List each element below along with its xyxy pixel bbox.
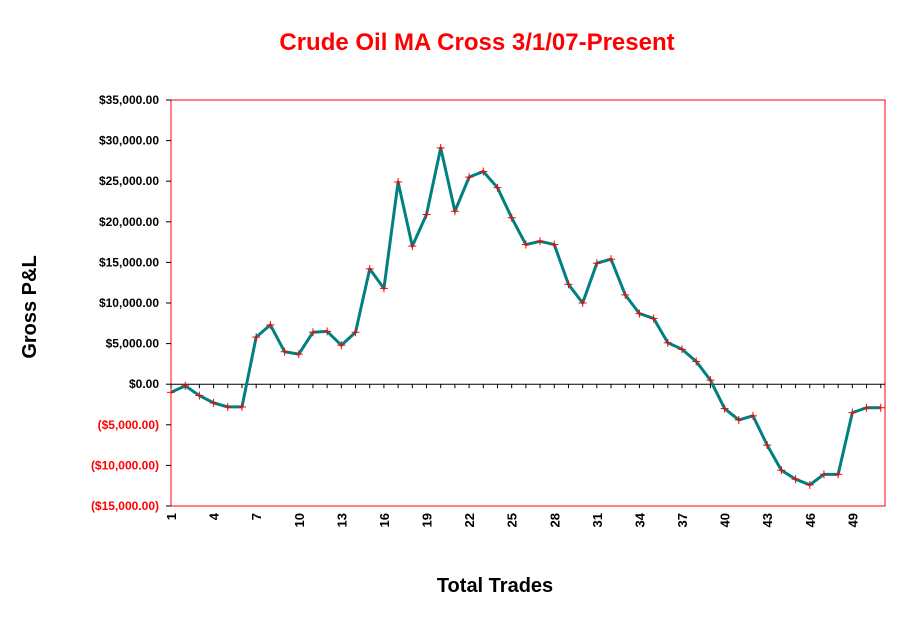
y-tick-label: ($5,000.00) xyxy=(98,418,159,432)
data-point-marker xyxy=(862,403,871,412)
data-point-marker xyxy=(834,470,843,479)
data-point-marker xyxy=(649,314,658,323)
data-point-marker xyxy=(621,290,630,299)
data-point-marker xyxy=(223,402,232,411)
data-point-marker xyxy=(294,350,303,359)
y-axis: ($15,000.00) ($10,000.00) ($5,000.00) $0.00… xyxy=(91,93,171,513)
data-point-marker xyxy=(564,280,573,289)
data-point-marker xyxy=(592,259,601,268)
data-point-marker xyxy=(635,309,644,318)
data-point-marker xyxy=(479,167,488,176)
x-axis-title: Total Trades xyxy=(437,575,553,597)
x-tick-label: 46 xyxy=(803,513,818,527)
data-point-marker xyxy=(422,210,431,219)
data-point-marker xyxy=(252,333,261,342)
data-point-marker xyxy=(678,345,687,354)
x-tick-label: 19 xyxy=(420,513,435,527)
data-point-marker xyxy=(167,388,175,397)
data-point-marker xyxy=(394,178,403,187)
series-line xyxy=(170,146,881,487)
data-point-marker xyxy=(209,398,218,407)
data-point-marker xyxy=(493,183,502,192)
y-tick-label: $20,000.00 xyxy=(99,215,159,229)
data-point-marker xyxy=(876,403,885,412)
x-tick-label: 34 xyxy=(632,512,647,527)
x-tick-label: 49 xyxy=(845,513,860,527)
y-tick-label: $0.00 xyxy=(129,377,159,391)
y-tick-label: $25,000.00 xyxy=(99,174,159,188)
data-point-marker xyxy=(450,207,459,216)
data-point-marker xyxy=(308,328,317,337)
y-tick-label: ($10,000.00) xyxy=(91,458,159,472)
data-point-marker xyxy=(379,284,388,293)
y-axis-title: Gross P&L xyxy=(19,255,41,358)
data-point-marker xyxy=(337,341,346,350)
x-tick-label: 43 xyxy=(760,513,775,527)
data-point-marker xyxy=(365,264,374,273)
y-tick-label: $30,000.00 xyxy=(99,134,159,148)
plot-area-frame xyxy=(170,99,886,507)
x-tick-label: 10 xyxy=(292,513,307,527)
data-point-marker xyxy=(408,242,417,251)
data-point-marker xyxy=(734,415,743,424)
y-tick-label: $15,000.00 xyxy=(99,255,159,269)
data-point-marker xyxy=(351,328,360,337)
data-point-marker xyxy=(266,320,275,329)
data-point-marker xyxy=(465,173,474,182)
data-point-marker xyxy=(819,470,828,479)
x-tick-label: 31 xyxy=(590,513,605,527)
data-point-marker xyxy=(507,213,516,222)
data-point-marker xyxy=(323,327,332,336)
x-tick-label: 25 xyxy=(505,513,520,527)
data-point-marker xyxy=(181,381,190,390)
data-point-marker xyxy=(663,338,672,347)
data-point-marker xyxy=(550,240,559,249)
x-tick-label: 28 xyxy=(547,513,562,527)
x-tick-label: 40 xyxy=(718,513,733,527)
data-point-marker xyxy=(777,466,786,475)
x-tick-label: 22 xyxy=(462,513,477,527)
data-point-marker xyxy=(720,404,729,413)
x-tick-label: 13 xyxy=(334,513,349,527)
data-point-marker xyxy=(195,391,204,400)
chart-title: Crude Oil MA Cross 3/1/07-Present xyxy=(279,29,674,56)
y-tick-label: $10,000.00 xyxy=(99,296,159,310)
x-axis: 1 4 7 10 13 16 19 22 25 28 31 34 37 40 43 46 49 xyxy=(164,383,885,527)
y-tick-label: $35,000.00 xyxy=(99,93,159,107)
x-tick-label: 4 xyxy=(207,512,222,520)
data-point-marker xyxy=(791,475,800,484)
data-point-marker xyxy=(521,240,530,249)
data-point-marker xyxy=(607,255,616,264)
x-tick-label: 37 xyxy=(675,513,690,527)
y-tick-label: $5,000.00 xyxy=(106,337,160,351)
data-point-marker xyxy=(237,402,246,411)
data-point-marker xyxy=(578,299,587,307)
data-point-marker xyxy=(848,408,857,417)
data-point-marker xyxy=(805,480,814,489)
data-point-marker xyxy=(280,347,289,356)
data-point-marker xyxy=(706,376,715,385)
data-point-marker xyxy=(748,411,757,420)
y-tick-label: ($15,000.00) xyxy=(91,499,159,513)
x-tick-label: 7 xyxy=(249,513,264,520)
data-point-marker xyxy=(536,237,545,246)
data-point-marker xyxy=(436,143,445,152)
data-point-marker xyxy=(692,357,701,366)
x-tick-label: 16 xyxy=(377,513,392,527)
data-point-marker xyxy=(763,441,772,450)
series-group xyxy=(167,143,885,489)
x-tick-label: 1 xyxy=(164,513,179,520)
